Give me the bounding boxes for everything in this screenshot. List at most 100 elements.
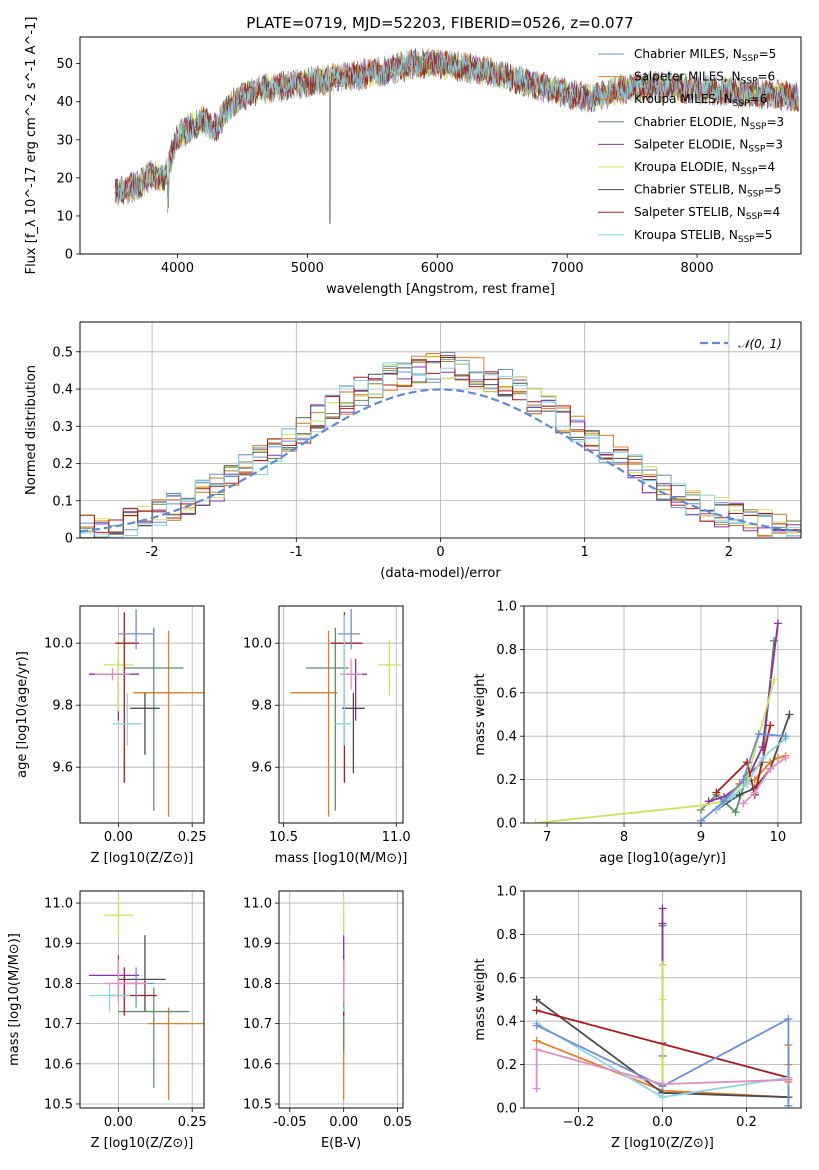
y-tick-label: 11.0: [243, 897, 272, 912]
legend-subscript: SSP: [738, 235, 755, 245]
y-tick-label: 10.6: [243, 1057, 272, 1072]
legend-subscript: SSP: [741, 167, 758, 177]
weight-marker: [532, 1021, 541, 1030]
weight-marker: [781, 753, 790, 762]
y-axis-label: Flux [f_λ 10^-17 erg cm^-2 s^-1 A^-1]: [24, 17, 39, 275]
weight-marker: [696, 801, 705, 810]
mass-vs-ebv-panel: -0.05 0.00 0.05 10.5 10.6 10.7 10.8 10.9 11.0 E(B…: [243, 890, 412, 1151]
weight-marker: [784, 1075, 793, 1084]
x-axis-label: Z [log10(Z/Z⊙)]: [611, 1136, 714, 1151]
x-tick-label: 1: [581, 545, 589, 560]
weight-marker: [784, 1015, 793, 1024]
y-tick-label: 0.2: [496, 773, 517, 788]
x-tick-label: 7: [543, 830, 551, 845]
weight-marker: [658, 1080, 667, 1089]
x-tick-label: 6000: [421, 261, 454, 276]
legend-subscript: SSP: [747, 190, 764, 200]
frame: [79, 890, 205, 1109]
x-tick-label: 0.2: [736, 1115, 757, 1130]
weight-marker: [658, 1060, 667, 1069]
weight-marker: [532, 1084, 541, 1093]
weight-marker: [532, 1045, 541, 1054]
x-axis-label: Z [log10(Z/Z⊙)]: [91, 1136, 194, 1151]
y-tick-label: 0.2: [496, 1058, 517, 1073]
frame: [523, 890, 802, 1109]
x-axis-label: Z [log10(Z/Z⊙)]: [91, 851, 194, 866]
y-tick-label: 10: [56, 209, 73, 224]
age-vs-z-marks: [88, 609, 204, 817]
spectrum-legend: Chabrier MILES, NSSP=5 Salpeter MILES, NS…: [598, 47, 784, 245]
legend-subscript: SSP: [748, 144, 765, 154]
weight-marker: [739, 775, 748, 784]
x-tick-label: 0.05: [383, 1115, 412, 1130]
x-tick-label: −0.2: [563, 1115, 595, 1130]
errorbar-point: [103, 895, 134, 936]
weight-marker: [658, 919, 667, 928]
weight-vs-z-marks: [532, 904, 793, 1108]
x-tick-label: 5000: [291, 261, 324, 276]
weight-marker: [781, 732, 790, 741]
weight-marker: [770, 675, 779, 684]
x-tick-label: 0.25: [178, 1115, 207, 1130]
weight-marker: [735, 790, 744, 799]
x-tick-label: 0.00: [104, 1115, 133, 1130]
x-tick-label: 0.00: [329, 1115, 358, 1130]
weight-line: [536, 1017, 790, 1106]
weight-line: [535, 1048, 789, 1089]
legend-subscript: SSP: [746, 212, 763, 222]
errorbar-point: [118, 987, 190, 1088]
weight-marker: [770, 636, 779, 645]
weight-vs-age-panel: 7 8 9 10 0.0 0.2 0.4 0.6 0.8 1.0 age [log10(age/yr…: [473, 600, 802, 866]
y-tick-label: 0.8: [496, 643, 517, 658]
x-axis-label: age [log10(age/yr)]: [599, 851, 726, 866]
x-axis-label: wavelength [Angstrom, rest frame]: [326, 282, 555, 297]
y-tick-label: 10.9: [44, 937, 73, 952]
residuals-marks: [80, 352, 801, 538]
legend-n: =4: [757, 160, 775, 174]
spectrum-marks: [114, 47, 799, 224]
mass-vs-z-panel: 0.00 0.25 10.5 10.6 10.7 10.8 10.9 11.0 Z [log10…: [7, 890, 207, 1151]
legend-label: Chabrier MILES, NSSP=5: [634, 47, 776, 64]
errorbar-point: [342, 692, 365, 774]
plot-area: [278, 890, 404, 1109]
y-tick-label: 10.7: [44, 1017, 73, 1032]
weight-vs-age-marks: [531, 619, 794, 823]
y-tick-label: 1.0: [496, 885, 517, 900]
weight-marker: [731, 808, 740, 817]
legend-label: Salpeter STELIB, NSSP=4: [634, 205, 780, 222]
errorbar-point: [118, 935, 166, 1012]
legend-label: Kroupa STELIB, NSSP=5: [634, 228, 772, 245]
x-tick-label: -0.05: [273, 1115, 307, 1130]
weight-marker: [720, 797, 729, 806]
weight-marker: [739, 799, 748, 808]
x-tick-label: 11.0: [382, 830, 411, 845]
y-tick-label: 0: [65, 532, 73, 547]
x-tick-label: 9: [697, 830, 705, 845]
x-tick-label: 0: [436, 545, 444, 560]
errorbar-point: [94, 668, 131, 681]
y-axis-label: Normed distribution: [24, 365, 39, 495]
x-axis-label: mass [log10(M/M⊙)]: [275, 851, 408, 866]
y-tick-label: 0.6: [496, 971, 517, 986]
errorbar-point: [124, 627, 184, 811]
y-tick-label: 0.4: [496, 730, 517, 745]
y-tick-label: 10.9: [243, 937, 272, 952]
legend-subscript: SSP: [741, 77, 758, 87]
y-tick-label: 0.5: [52, 345, 73, 360]
y-tick-label: 0: [65, 248, 73, 263]
errorbar-point: [115, 612, 140, 783]
legend-n: =3: [766, 115, 784, 129]
legend-n: =3: [765, 137, 783, 151]
figure-title: PLATE=0719, MJD=52203, FIBERID=0526, z=0…: [246, 14, 633, 32]
x-tick-label: 10.5: [269, 830, 298, 845]
weight-marker: [754, 730, 763, 739]
legend-subscript: SSP: [750, 122, 767, 132]
y-axis-label: mass weight: [473, 958, 488, 1040]
y-tick-label: 9.8: [52, 699, 73, 714]
y-tick-label: 10.8: [243, 977, 272, 992]
y-tick-label: 10.6: [44, 1057, 73, 1072]
errorbar-point: [337, 609, 361, 650]
y-tick-label: 0.4: [496, 1015, 517, 1030]
spectrum-line: [114, 48, 799, 207]
